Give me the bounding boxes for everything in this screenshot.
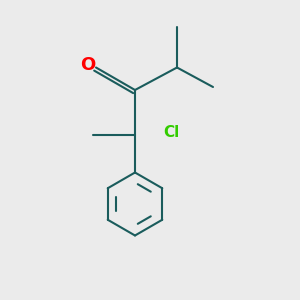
Text: O: O bbox=[80, 56, 95, 74]
Text: Cl: Cl bbox=[164, 125, 180, 140]
